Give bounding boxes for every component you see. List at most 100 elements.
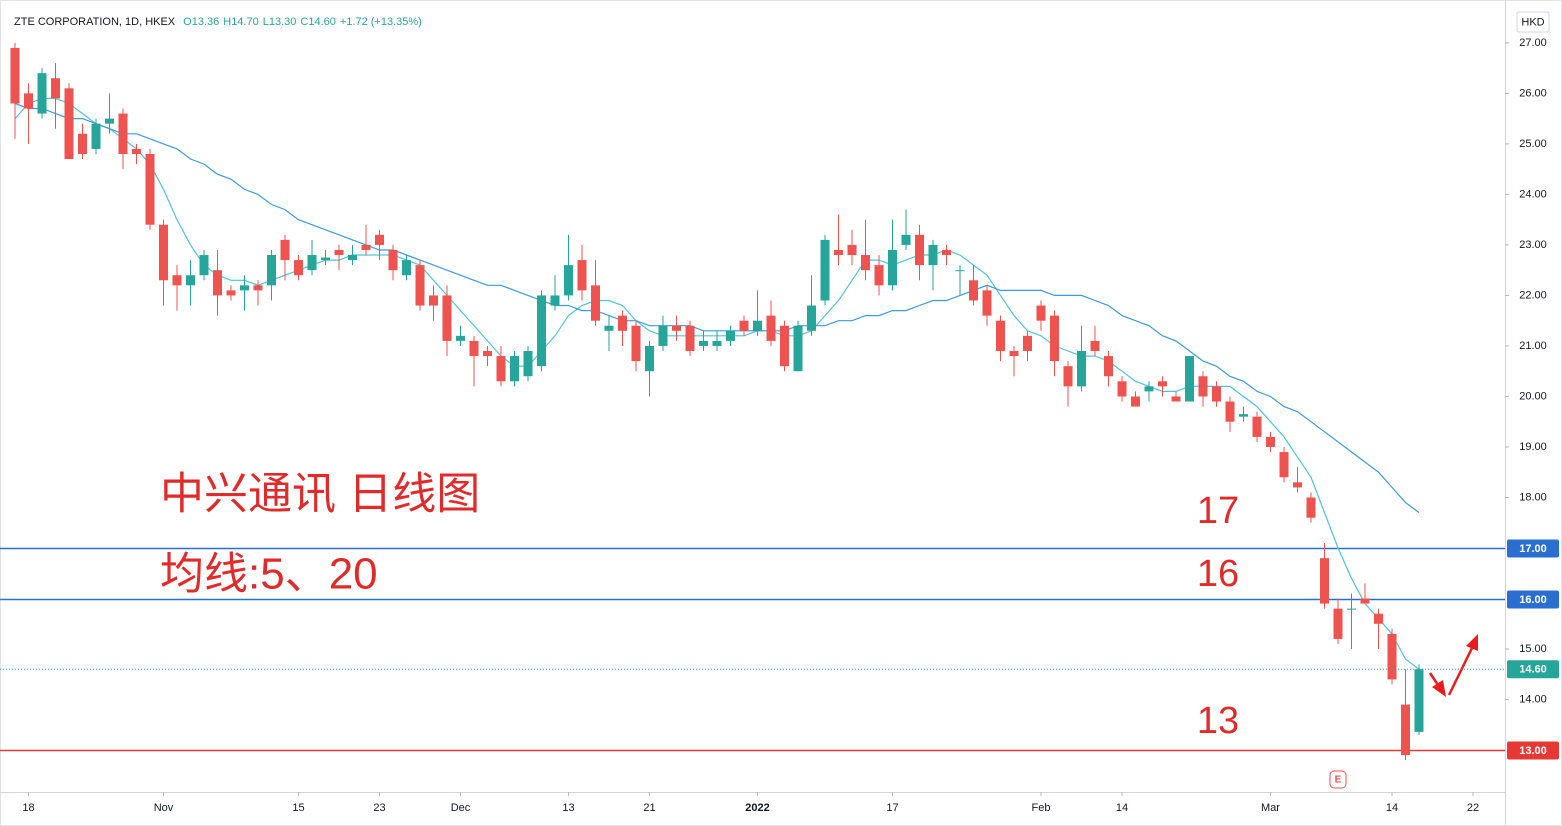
arrow-shaft [1447,647,1474,696]
y-tick-label: 20.00 [1519,390,1547,402]
y-tick-label: 19.00 [1519,441,1547,453]
y-tick-label: 14.00 [1519,693,1547,705]
candle-body [429,295,438,306]
annotation: 中兴通讯 日线图 [160,470,480,519]
candle-body [1212,386,1221,402]
candle-body [1090,340,1100,351]
legend-value: L13.30 [263,16,297,28]
candle-body [685,325,695,351]
candle-body [1306,497,1316,518]
x-tick-label: Mar [1261,802,1280,814]
annotation: 13 [1197,700,1239,742]
candle-body [307,255,317,271]
candle-body [537,295,546,367]
candle-body [672,325,681,331]
candle-body [1063,366,1073,387]
candle-body [1374,613,1383,624]
candle-body [1239,414,1248,417]
candle-body [577,260,587,291]
candle-body [483,351,492,357]
candle-body [172,275,182,286]
candle-body [523,351,533,377]
x-tick-label: 17 [886,802,898,814]
y-unit: HKD [1521,16,1544,28]
earnings-marker-box [1329,770,1347,789]
candle-body [334,249,344,256]
candle-body [1320,558,1329,604]
candle-body [10,47,20,104]
title: ZTE CORPORATION, 1D, HKEX [14,16,176,28]
candle-body [280,239,290,261]
candle-body [402,260,411,276]
candle-body [37,73,47,114]
candle-body [510,356,519,382]
candle-body [982,290,992,316]
y-tick-label: 23.00 [1519,239,1547,251]
earnings-marker: E [1335,775,1342,786]
x-tick-label: 2022 [745,802,769,814]
candle-body [294,260,303,276]
candle-body [469,340,479,357]
candle-body [1414,669,1424,732]
candle-body [1050,315,1059,362]
candle-body [1225,401,1235,422]
y-tick-label: 15.00 [1519,643,1547,655]
candle-body [604,325,614,331]
candle-body [739,320,749,331]
candle-body [118,113,128,154]
candle-body [415,265,425,306]
candle-body [105,118,114,124]
level-badge [1507,741,1559,760]
candle-body [321,257,330,261]
candle-body [456,335,465,341]
legend-value: +1.72 (+13.35%) [340,16,422,28]
candle-body [1347,608,1356,610]
legend-value: O13.36 [183,16,219,28]
x-tick-label: 21 [643,802,655,814]
candle-body [1387,633,1397,680]
candle-body [591,285,600,321]
candle-body [888,249,897,286]
annotation: 17 [1197,490,1239,532]
candle-body [388,249,398,271]
level-label: 13.00 [1519,745,1547,757]
x-tick-label: Feb [1032,802,1051,814]
candle-body [1009,351,1019,357]
candle-body [213,270,222,296]
candle-body [1279,452,1289,478]
candle-body [834,249,843,256]
x-tick-label: Dec [451,802,471,814]
candle-body [645,345,654,372]
candle-body [699,340,708,346]
candle-body [766,315,776,341]
candle-body [942,249,951,256]
candle-body [1198,376,1208,397]
candle-body [793,325,803,372]
y-tick-label: 25.00 [1519,138,1547,150]
header: ZTE CORPORATION, 1D, HKEX O13.36 H14.70 L13… [14,16,422,28]
candle-body [955,270,965,272]
candle-body [1293,482,1302,488]
level-badge [1507,590,1559,609]
candle-body [780,325,789,367]
candle-body [820,239,830,301]
candle-body [64,88,74,160]
candle-body [1117,381,1127,397]
y-tick-label: 21.00 [1519,340,1547,352]
candle-body [928,244,938,266]
annotation: 均线:5、20 [160,550,378,599]
candle-body [915,234,924,266]
candle-body [1104,356,1113,377]
candle-body [1266,436,1275,447]
candle-body [726,330,735,341]
y-tick-label: 27.00 [1519,37,1547,49]
legend-value: H14.70 [223,16,258,28]
y-tick-label: 22.00 [1519,289,1547,301]
candle-body [564,265,573,296]
candle-body [51,78,60,99]
candle-body [24,93,33,109]
candle-body [1036,305,1046,321]
arrows [1428,634,1478,697]
